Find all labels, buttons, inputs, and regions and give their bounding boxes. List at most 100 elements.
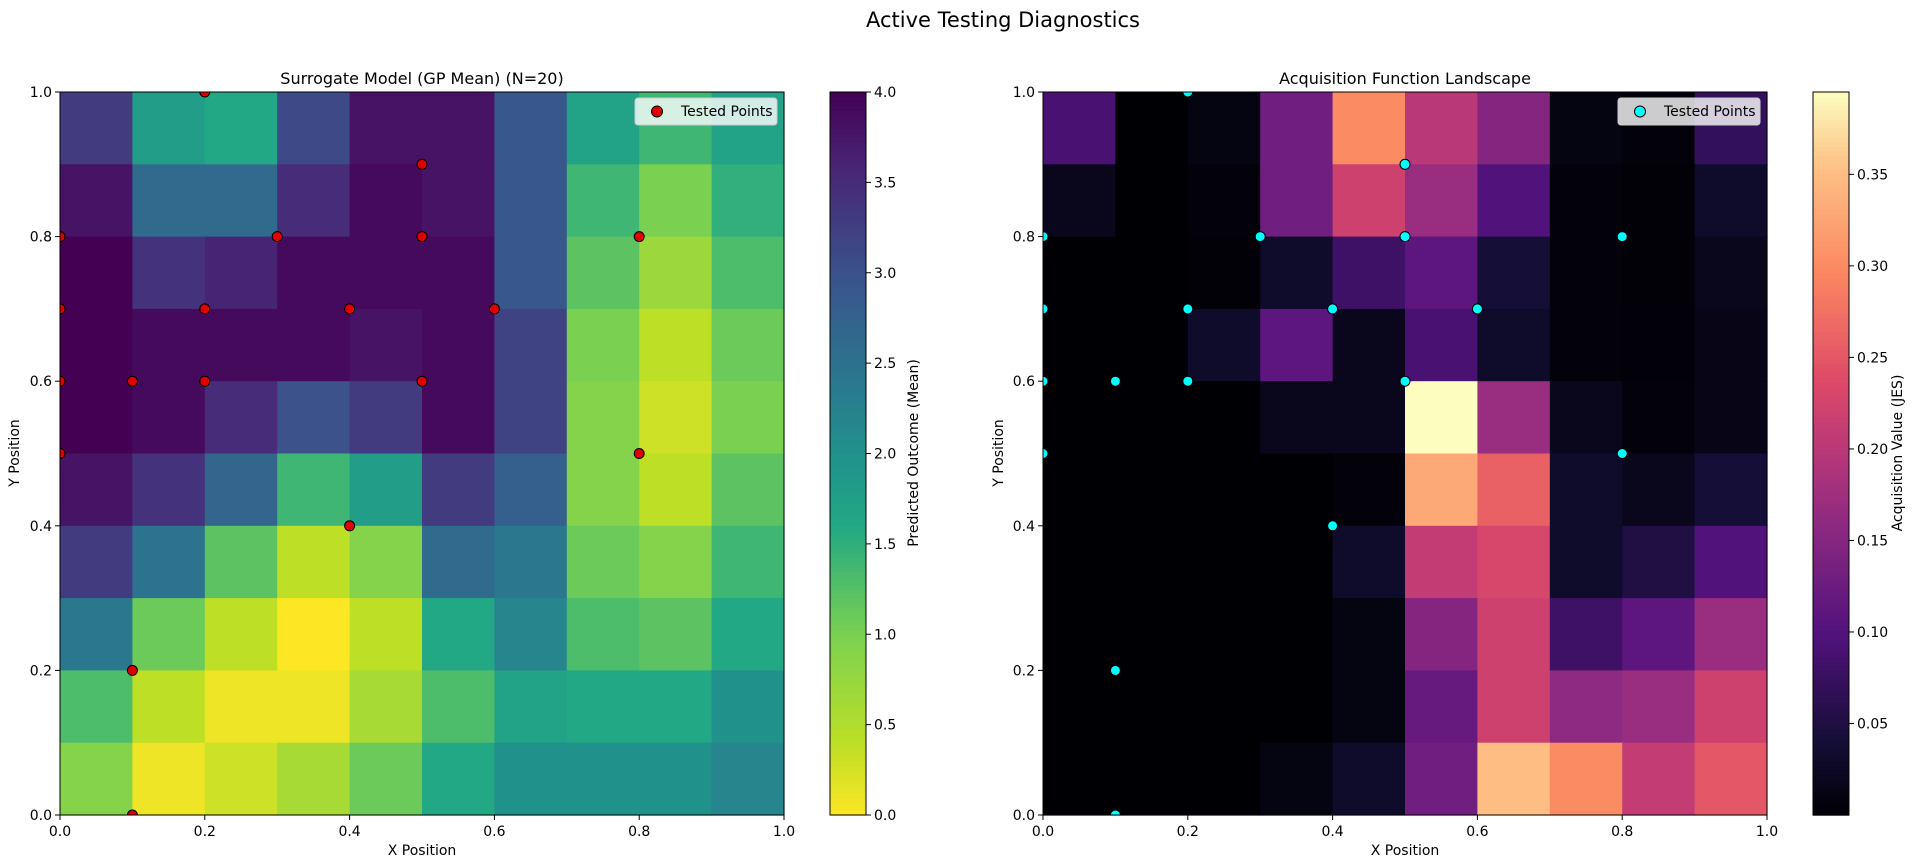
surrogate-colorbar-segment	[830, 733, 866, 739]
acquisition-colorbar-segment	[1813, 403, 1849, 410]
surrogate-x-tick-label: 0.4	[338, 824, 360, 840]
surrogate-heatmap-cell	[494, 236, 568, 310]
acquisition-tested-point	[1182, 375, 1194, 387]
acquisition-colorbar-segment	[1813, 394, 1849, 400]
surrogate-legend-marker	[651, 105, 663, 118]
surrogate-colorbar-segment	[830, 602, 866, 608]
acquisition-colorbar-segment	[1813, 308, 1849, 315]
acquisition-colorbar-segment	[1813, 756, 1849, 762]
acquisition-heatmap-cell	[1622, 164, 1696, 238]
acquisition-heatmap-cell	[1405, 525, 1478, 599]
surrogate-colorbar-segment	[830, 141, 866, 147]
surrogate-heatmap-cell	[494, 670, 568, 744]
surrogate-colorbar-tick-label: 2.0	[874, 447, 896, 463]
surrogate-tested-point	[60, 375, 66, 387]
surrogate-heatmap-cell	[132, 381, 206, 455]
acquisition-heatmap-cell	[1549, 453, 1623, 527]
surrogate-colorbar-segment	[830, 177, 866, 184]
surrogate-colorbar-segment	[830, 593, 866, 599]
surrogate-colorbar-segment	[830, 345, 866, 351]
acquisition-colorbar-segment	[1813, 128, 1849, 134]
surrogate-colorbar-segment	[830, 801, 866, 807]
acquisition-heatmap-cell	[1187, 236, 1261, 310]
surrogate-colorbar-segment	[830, 331, 866, 337]
acquisition-colorbar-segment	[1813, 747, 1849, 753]
acquisition-colorbar-segment	[1813, 525, 1849, 532]
acquisition-colorbar-segment	[1813, 620, 1849, 626]
surrogate-colorbar-segment	[830, 787, 866, 794]
surrogate-colorbar-segment	[830, 715, 866, 721]
acquisition-heatmap-cell	[1622, 742, 1696, 816]
surrogate-heatmap-cell	[566, 525, 640, 599]
surrogate-x-tick-label: 0.0	[49, 824, 71, 840]
acquisition-heatmap-cell	[1405, 453, 1478, 527]
surrogate-heatmap-cell	[349, 670, 423, 744]
surrogate-heatmap-cell	[277, 381, 351, 455]
surrogate-colorbar-segment	[830, 254, 866, 260]
surrogate-colorbar-segment	[830, 521, 866, 527]
surrogate-heatmap-cell	[639, 598, 713, 671]
acquisition-y-tick-label: 0.6	[1013, 374, 1035, 390]
surrogate-colorbar-segment	[830, 448, 866, 455]
surrogate-colorbar-segment	[830, 435, 866, 441]
surrogate-colorbar-tick-label: 0.0	[874, 808, 896, 824]
acquisition-colorbar-segment	[1813, 787, 1849, 794]
surrogate-colorbar-segment	[830, 607, 866, 613]
acquisition-heatmap-cell	[1622, 381, 1696, 455]
surrogate-heatmap-cell	[639, 308, 713, 382]
surrogate-colorbar-segment	[830, 168, 866, 175]
surrogate-tested-point	[271, 231, 283, 243]
surrogate-colorbar-tick-label: 2.5	[874, 356, 896, 372]
surrogate-colorbar-segment	[830, 286, 866, 292]
surrogate-colorbar-segment	[830, 530, 866, 536]
surrogate-heatmap-cell	[349, 164, 423, 238]
acquisition-heatmap-cell	[1405, 670, 1478, 744]
acquisition-colorbar-segment	[1813, 268, 1849, 274]
surrogate-colorbar-segment	[830, 656, 866, 663]
surrogate-colorbar-segment	[830, 439, 866, 446]
surrogate-colorbar-tick-label: 1.5	[874, 537, 896, 553]
acquisition-heatmap-cell	[1115, 525, 1189, 599]
acquisition-heatmap-cell	[1694, 742, 1768, 816]
surrogate-colorbar-segment	[830, 720, 866, 726]
surrogate-colorbar-segment	[830, 232, 866, 238]
acquisition-colorbar-segment	[1813, 661, 1849, 667]
acquisition-colorbar-segment	[1813, 778, 1849, 785]
acquisition-colorbar-segment	[1813, 421, 1849, 428]
acquisition-heatmap-cell	[1694, 236, 1768, 310]
acquisition-y-tick-label: 0.8	[1013, 230, 1035, 246]
surrogate-heatmap-cell	[277, 670, 351, 744]
acquisition-colorbar-segment	[1813, 760, 1849, 766]
surrogate-heatmap-cell	[566, 236, 640, 310]
surrogate-heatmap-cell	[132, 236, 206, 310]
acquisition-tested-points	[1043, 92, 1628, 815]
acquisition-colorbar-segment	[1813, 168, 1849, 175]
acquisition-heatmap-cell	[1694, 381, 1768, 455]
acquisition-colorbar-segment	[1813, 182, 1849, 188]
surrogate-heatmap-cell	[277, 308, 351, 382]
acquisition-x-tick-label: 0.0	[1032, 824, 1054, 840]
acquisition-colorbar-segment	[1813, 336, 1849, 342]
surrogate-colorbar-segment	[830, 394, 866, 400]
surrogate-colorbar-segment	[830, 476, 866, 482]
surrogate-colorbar-segment	[830, 223, 866, 229]
acquisition-heatmap-cell	[1332, 598, 1406, 671]
surrogate-heatmap-cell	[60, 453, 133, 527]
acquisition-colorbar-segment	[1813, 616, 1849, 622]
acquisition-heatmap-cell	[1187, 453, 1261, 527]
surrogate-heatmap-cell	[566, 670, 640, 744]
surrogate-colorbar-segment	[830, 146, 866, 152]
surrogate-heatmap-cell	[494, 598, 568, 671]
acquisition-colorbar-segment	[1813, 277, 1849, 283]
acquisition-x-tick-label: 1.0	[1756, 824, 1778, 840]
surrogate-heatmap-cell	[277, 453, 351, 527]
surrogate-heatmap-cell	[60, 164, 133, 238]
acquisition-colorbar-segment	[1813, 625, 1849, 631]
acquisition-chart: Acquisition Function Landscape 0.0 0.2 0.4…	[991, 69, 1906, 859]
surrogate-heatmap-cell	[60, 236, 133, 310]
surrogate-colorbar-segment	[830, 580, 866, 586]
surrogate-colorbar-segment	[830, 159, 866, 165]
surrogate-colorbar-segment	[830, 96, 866, 102]
acquisition-colorbar-segment	[1813, 453, 1849, 459]
acquisition-heatmap-cell	[1332, 381, 1406, 455]
